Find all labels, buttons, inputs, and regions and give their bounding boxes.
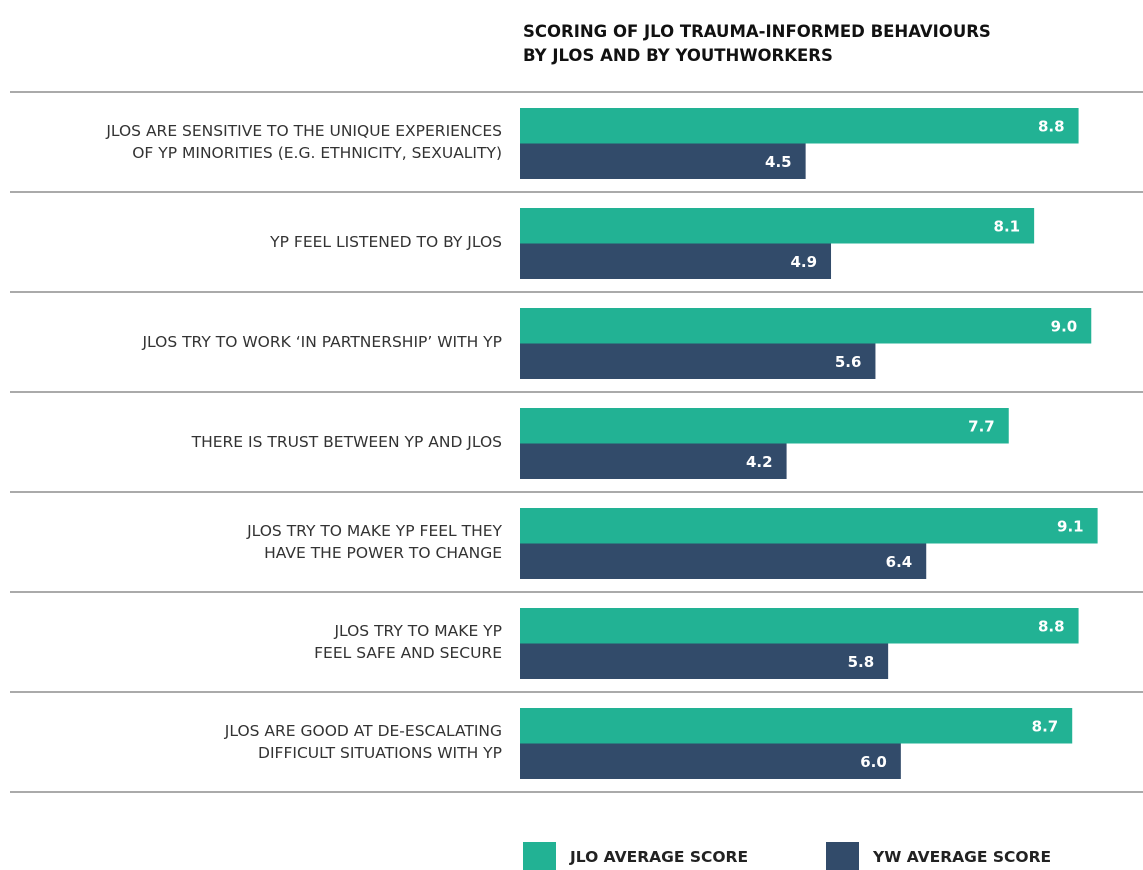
value-label: 7.7 xyxy=(968,417,995,435)
bar xyxy=(520,708,1073,744)
value-label: 8.7 xyxy=(1032,717,1059,735)
chart-title: SCORING OF JLO TRAUMA-INFORMED BEHAVIOUR… xyxy=(523,22,991,65)
bar xyxy=(520,343,876,379)
bar xyxy=(520,208,1035,244)
category-label: THERE IS TRUST BETWEEN YP AND JLOS xyxy=(191,433,502,451)
bar xyxy=(520,408,1009,444)
category-label: JLOS TRY TO MAKE YP FEEL THEY HAVE THE P… xyxy=(247,522,502,562)
value-label: 6.4 xyxy=(886,553,913,571)
bar xyxy=(520,443,787,479)
legend-swatch xyxy=(826,842,859,870)
bar xyxy=(520,243,832,279)
value-label: 8.8 xyxy=(1038,617,1065,635)
category-label: JLOS ARE SENSITIVE TO THE UNIQUE EXPERIE… xyxy=(106,122,502,162)
bar xyxy=(520,643,889,679)
bar xyxy=(520,543,927,579)
value-label: 6.0 xyxy=(860,753,887,771)
category-label: YP FEEL LISTENED TO BY JLOS xyxy=(270,233,502,251)
category-label: JLOS ARE GOOD AT DE-ESCALATING DIFFICULT… xyxy=(224,722,502,762)
value-label: 8.1 xyxy=(994,217,1021,235)
bar xyxy=(520,508,1098,544)
category-label: JLOS TRY TO MAKE YP FEEL SAFE AND SECURE xyxy=(314,622,502,662)
value-label: 4.2 xyxy=(746,453,773,471)
value-label: 5.6 xyxy=(835,353,862,371)
value-label: 5.8 xyxy=(848,653,875,671)
value-label: 9.1 xyxy=(1057,517,1084,535)
category-label: JLOS TRY TO WORK ‘IN PARTNERSHIP’ WITH Y… xyxy=(142,333,502,351)
value-label: 8.8 xyxy=(1038,117,1065,135)
value-label: 4.5 xyxy=(765,153,792,171)
bar xyxy=(520,143,806,179)
value-label: 9.0 xyxy=(1051,317,1078,335)
legend-label: YW AVERAGE SCORE xyxy=(873,848,1052,866)
bar xyxy=(520,108,1079,144)
bar xyxy=(520,743,901,779)
bar xyxy=(520,608,1079,644)
bar xyxy=(520,308,1092,344)
value-label: 4.9 xyxy=(790,253,817,271)
legend-swatch xyxy=(523,842,556,870)
legend-label: JLO AVERAGE SCORE xyxy=(570,848,749,866)
